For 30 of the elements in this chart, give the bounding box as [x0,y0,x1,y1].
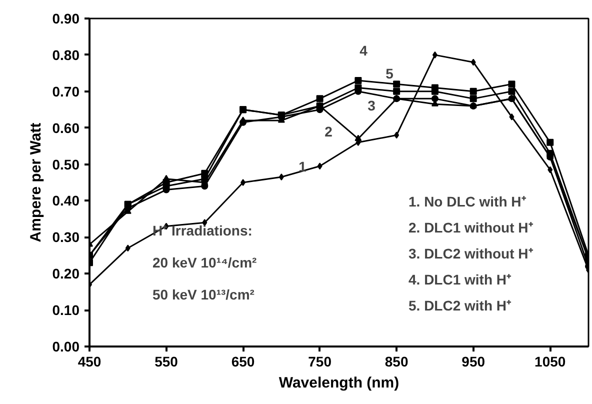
annotation: 2 [324,124,333,140]
y-tick-label: 0.10 [52,302,80,318]
x-tick-label: 450 [78,354,102,370]
y-tick-label: 0.40 [52,192,80,209]
annotation: 5 [386,66,394,82]
annotation: 4. DLC1 with H⁺ [408,272,512,288]
annotation: 4 [360,42,368,58]
annotation: 1. No DLC with H⁺ [408,194,526,210]
annotation: 20 keV 10¹⁴/cm² [152,254,258,270]
y-tick-label: 0.70 [52,83,80,100]
y-tick-label: 0.50 [52,156,80,172]
x-tick-label: 550 [154,354,178,370]
annotation: 3 [368,98,376,114]
x-tick-label: 850 [384,354,408,370]
y-tick-label: 0.20 [52,266,80,282]
x-tick-label: 650 [231,354,255,370]
x-axis-title: Wavelength (nm) [278,374,400,392]
annotation: 2. DLC1 without H⁺ [408,220,534,236]
y-tick-label: 0.60 [52,120,80,136]
y-tick-label: 0.00 [52,338,80,354]
annotation: 5. DLC2 with H⁺ [408,298,512,314]
annotation: 3. DLC2 without H⁺ [408,246,534,262]
annotation: 50 keV 10¹³/cm² [152,286,255,302]
x-tick-label: 950 [462,354,486,370]
y-tick-label: 0.80 [52,46,80,63]
x-tick-label: 1050 [534,354,566,370]
y-axis-title: Ampere per Watt [27,122,44,242]
y-tick-label: 0.90 [52,10,80,26]
y-tick-label: 0.30 [52,229,80,246]
x-tick-label: 750 [308,354,332,370]
